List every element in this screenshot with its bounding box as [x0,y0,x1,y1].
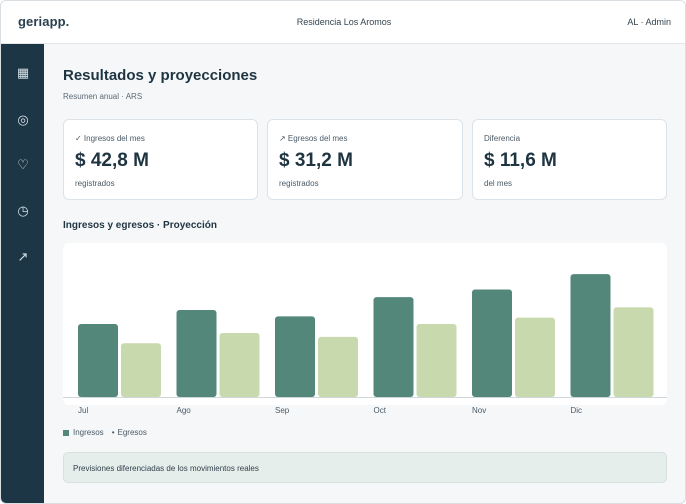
clock-icon[interactable]: ◷ [17,203,29,218]
difference-card-value: $ 11,6 M [484,150,557,171]
x-tick-label: Dic [571,406,583,415]
bar-egresos-sep[interactable] [318,336,358,397]
target-icon[interactable]: ◎ [17,112,29,127]
bar-ingresos-sep[interactable] [275,316,315,397]
difference-card-note: del mes [484,179,513,188]
expense-card: ↗ Egresos del mes $ 31,2 M registrados [267,119,463,200]
grid-icon[interactable]: ▦ [16,65,30,80]
page-subtitle: Resumen anual · ARS [63,92,143,101]
bar-ingresos-nov[interactable] [472,289,512,397]
income-card-value: $ 42,8 M [75,150,149,171]
bar-egresos-dic[interactable] [613,307,654,397]
bar-egresos-jul[interactable] [121,343,161,397]
income-card: ✓ Ingresos del mes $ 42,8 M registrados [63,119,258,200]
x-tick-label: Jul [78,406,88,415]
bar-chart: Jul Ago Sep Oct Nov Dic [63,274,667,415]
chart-panel: Jul Ago Sep Oct Nov Dic [63,243,667,415]
income-card-label: ✓ Ingresos del mes [75,134,145,143]
expense-card-note: registrados [279,179,319,188]
x-tick-label: Sep [275,406,290,415]
bar-egresos-ago[interactable] [219,333,260,397]
legend-item-egresos: • Egresos [112,428,147,437]
chart-legend: Ingresos • Egresos [63,428,155,437]
top-bar: geriapp. Residencia Los Aromos AL · Admi… [1,1,685,44]
x-tick-label: Ago [177,406,192,415]
bar-ingresos-oct[interactable] [373,297,414,397]
legend-swatch-ingresos [63,429,69,436]
residence-name: Residencia Los Aromos [296,17,392,27]
x-tick-label: Nov [472,406,486,415]
user-menu[interactable]: AL · Admin [627,17,671,27]
legend-label-ingresos: Ingresos [73,428,104,437]
income-card-note: registrados [75,179,115,188]
projection-note-text: Previsiones diferenciadas de los movimie… [73,464,259,473]
chart-section-title: Ingresos y egresos · Proyección [63,220,217,231]
legend-item-ingresos: Ingresos [63,428,104,437]
x-tick-label: Oct [374,406,387,415]
expense-card-value: $ 31,2 M [279,150,353,171]
page-title: Resultados y proyecciones [63,67,258,84]
bar-ingresos-jul[interactable] [78,324,118,397]
expense-card-label: ↗ Egresos del mes [279,134,348,143]
bar-egresos-nov[interactable] [515,317,555,397]
difference-card-label: Diferencia [484,134,521,143]
difference-card: Diferencia $ 11,6 M del mes [472,119,667,200]
legend-label-egresos: Egresos [117,428,147,437]
projection-note: Previsiones diferenciadas de los movimie… [63,452,667,483]
bar-ingresos-dic[interactable] [570,274,611,397]
heart-icon[interactable]: ♡ [17,157,29,172]
bar-ingresos-ago[interactable] [176,309,217,397]
legend-bullet-egresos: • [111,428,115,437]
trend-arrow-icon[interactable]: ↗ [17,249,29,264]
sidebar: ▦ ◎ ♡ ◷ ↗ [1,44,44,503]
bar-egresos-oct[interactable] [416,324,457,397]
app-logo[interactable]: geriapp. [18,14,70,29]
